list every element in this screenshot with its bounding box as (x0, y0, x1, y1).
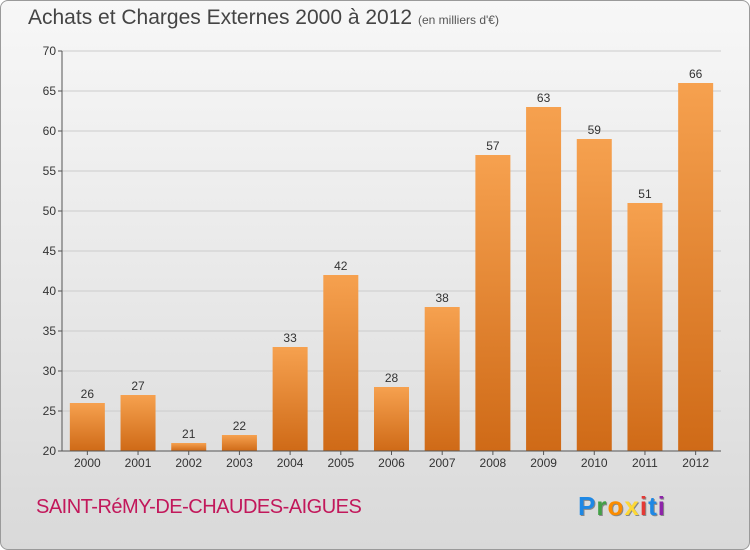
x-tick-label-2006: 2006 (378, 456, 405, 470)
labels: 20 25 30 35 40 45 50 55 60 65 70 26 2000 27 2001 21 2002… (43, 44, 710, 470)
data-label-2002: 21 (182, 427, 196, 441)
x-tick-label-2001: 2001 (125, 456, 152, 470)
bar-2007 (424, 307, 460, 451)
bar-2000 (69, 403, 105, 451)
axes (58, 50, 721, 455)
bar-2010 (576, 139, 612, 451)
data-label-2011: 51 (638, 187, 652, 201)
x-tick-label-2012: 2012 (682, 456, 709, 470)
y-tick-label: 45 (43, 244, 57, 258)
chart-subtitle: (en milliers d'€) (418, 13, 499, 27)
y-tick-label: 50 (43, 204, 57, 218)
y-tick-label: 30 (43, 364, 57, 378)
x-tick-label-2000: 2000 (74, 456, 101, 470)
x-tick-label-2009: 2009 (530, 456, 557, 470)
x-tick-label-2002: 2002 (175, 456, 202, 470)
x-tick-label-2011: 2011 (632, 456, 658, 470)
logo-letter: i (657, 491, 666, 521)
bars (69, 83, 714, 451)
data-label-2000: 26 (81, 387, 95, 401)
x-tick-label-2004: 2004 (277, 456, 304, 470)
y-tick-label: 25 (43, 404, 57, 418)
bar-2011 (627, 203, 663, 451)
data-label-2004: 33 (283, 331, 297, 345)
data-label-2008: 57 (486, 139, 500, 153)
x-tick-label-2007: 2007 (429, 456, 456, 470)
bar-2005 (323, 275, 359, 451)
y-tick-label: 55 (43, 164, 57, 178)
data-label-2010: 59 (588, 123, 602, 137)
data-label-2003: 22 (233, 419, 247, 433)
logo-letter: t (648, 491, 658, 521)
data-label-2012: 66 (689, 67, 703, 81)
bar-2012 (678, 83, 714, 451)
data-label-2006: 28 (385, 371, 399, 385)
bar-2008 (475, 155, 511, 451)
logo-letter: o (607, 491, 625, 521)
x-tick-label-2005: 2005 (327, 456, 354, 470)
y-tick-label: 70 (43, 44, 57, 58)
y-tick-label: 65 (43, 84, 57, 98)
data-label-2009: 63 (537, 91, 551, 105)
bar-2009 (526, 107, 562, 451)
y-tick-label: 60 (43, 124, 57, 138)
data-label-2005: 42 (334, 259, 348, 273)
logo-letter: r (596, 491, 608, 521)
logo-letter: x (624, 491, 640, 521)
bar-2003 (221, 435, 257, 451)
bar-2001 (120, 395, 156, 451)
logo-letter: P (578, 491, 597, 521)
y-tick-label: 40 (43, 284, 57, 298)
proxiti-logo[interactable]: Proxiti (578, 491, 666, 522)
bar-2004 (272, 347, 308, 451)
y-tick-label: 35 (43, 324, 57, 338)
x-tick-label-2008: 2008 (480, 456, 507, 470)
logo-letter: i (639, 491, 649, 521)
data-label-2001: 27 (131, 379, 145, 393)
bar-2006 (374, 387, 409, 451)
y-tick-label: 20 (43, 444, 57, 458)
commune-name: SAINT-RéMY-DE-CHAUDES-AIGUES (36, 496, 362, 518)
x-tick-label-2010: 2010 (581, 456, 608, 470)
data-label-2007: 38 (436, 291, 450, 305)
chart-title: Achats et Charges Externes 2000 à 2012 (28, 6, 413, 29)
bar-2002 (171, 443, 207, 451)
x-tick-label-2003: 2003 (226, 456, 253, 470)
